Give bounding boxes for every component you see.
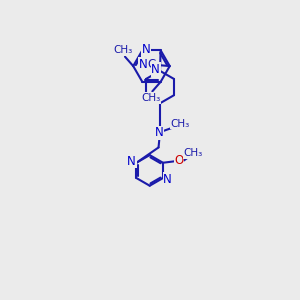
Text: N: N — [151, 63, 160, 76]
Text: O: O — [175, 154, 184, 167]
Text: CH₃: CH₃ — [141, 93, 160, 103]
Text: CH₃: CH₃ — [170, 118, 190, 129]
Text: N: N — [163, 173, 172, 186]
Text: N: N — [142, 43, 151, 56]
Text: CH₃: CH₃ — [183, 148, 202, 158]
Text: C: C — [147, 58, 156, 71]
Text: N: N — [139, 58, 148, 71]
Text: CH₃: CH₃ — [114, 45, 133, 55]
Text: N: N — [128, 155, 136, 168]
Text: N: N — [155, 126, 164, 139]
